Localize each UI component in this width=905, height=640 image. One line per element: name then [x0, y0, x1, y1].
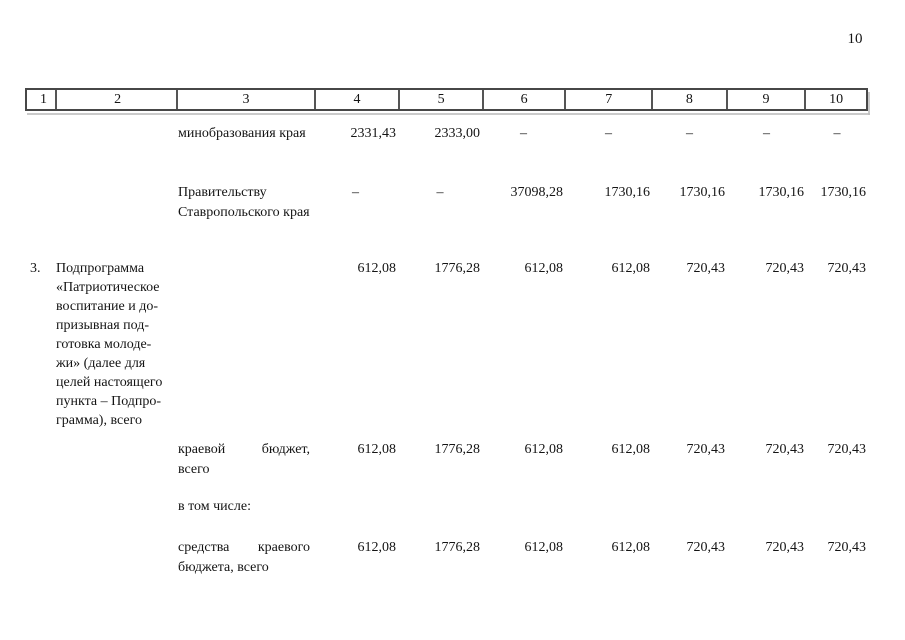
value-cell: –: [686, 126, 693, 141]
header-cell-10: 10: [804, 90, 866, 109]
program-name-cell: Подпрограмма «Патриотическое воспитание …: [56, 261, 163, 428]
budget-source-cell: в том числе:: [178, 499, 251, 514]
value-cell: 720,43: [827, 261, 867, 276]
value-cell: 720,43: [765, 442, 805, 457]
value-cell: 720,43: [827, 540, 867, 555]
value-cell: 612,08: [611, 261, 651, 276]
value-cell: 1776,28: [434, 540, 481, 555]
table-row: средства краевого бюджета, всего 612,08 …: [25, 538, 875, 578]
value-cell: 2331,43: [350, 126, 397, 141]
budget-source-cell: краевой бюджет, всего: [178, 442, 310, 477]
table-row: 3. Подпрограмма «Патриотическое воспитан…: [25, 259, 875, 430]
value-cell: –: [436, 185, 444, 200]
page-number: 10: [847, 31, 863, 47]
header-cell-3: 3: [176, 90, 313, 109]
value-cell: 612,08: [357, 540, 397, 555]
budget-source-cell: средства краевого бюджета, всего: [178, 540, 310, 575]
value-cell: 612,08: [524, 261, 564, 276]
value-cell: 612,08: [524, 442, 564, 457]
header-cell-9: 9: [725, 90, 805, 109]
header-cell-8: 8: [651, 90, 726, 109]
value-cell: 612,08: [524, 540, 564, 555]
value-cell: 1730,16: [758, 185, 805, 200]
header-cell-4: 4: [313, 90, 399, 109]
value-cell: –: [833, 126, 841, 141]
value-cell: 1776,28: [434, 261, 481, 276]
budget-source-cell: минобразования края: [178, 126, 306, 141]
value-cell: 720,43: [827, 442, 867, 457]
table-row: минобразования края 2331,43 2333,00 – – …: [25, 124, 875, 144]
value-cell: 1730,16: [679, 185, 726, 200]
value-cell: –: [763, 126, 770, 141]
value-cell: 720,43: [686, 442, 726, 457]
value-cell: 720,43: [686, 540, 726, 555]
value-cell: 612,08: [611, 540, 651, 555]
table-row: краевой бюджет, всего 612,08 1776,28 612…: [25, 440, 875, 480]
value-cell: –: [352, 185, 359, 200]
header-cell-7: 7: [564, 90, 651, 109]
value-cell: 612,08: [611, 442, 651, 457]
header-cell-5: 5: [398, 90, 482, 109]
value-cell: 1730,16: [820, 185, 867, 200]
value-cell: 612,08: [357, 442, 397, 457]
value-cell: 720,43: [686, 261, 726, 276]
table-row: Правительству Ставропольского края – – 3…: [25, 183, 875, 223]
value-cell: 1730,16: [604, 185, 651, 200]
value-cell: 1776,28: [434, 442, 481, 457]
value-cell: 720,43: [765, 540, 805, 555]
header-cell-1: 1: [39, 91, 47, 107]
header-cell-2: 2: [54, 90, 176, 109]
table-row: в том числе:: [25, 497, 875, 517]
header-cell-6: 6: [481, 90, 565, 109]
row-number-cell: 3.: [30, 261, 41, 276]
header-scan-shadow-right: [868, 92, 870, 115]
value-cell: –: [605, 126, 612, 141]
value-cell: 612,08: [357, 261, 397, 276]
value-cell: 2333,00: [434, 126, 481, 141]
header-scan-shadow: [27, 113, 870, 115]
value-cell: –: [520, 126, 527, 141]
budget-source-cell: Правительству Ставропольского края: [178, 185, 310, 220]
table-header-row: 1 2 3 4 5 6 7 8 9 10: [25, 88, 868, 111]
value-cell: 37098,28: [510, 185, 564, 200]
value-cell: 720,43: [765, 261, 805, 276]
